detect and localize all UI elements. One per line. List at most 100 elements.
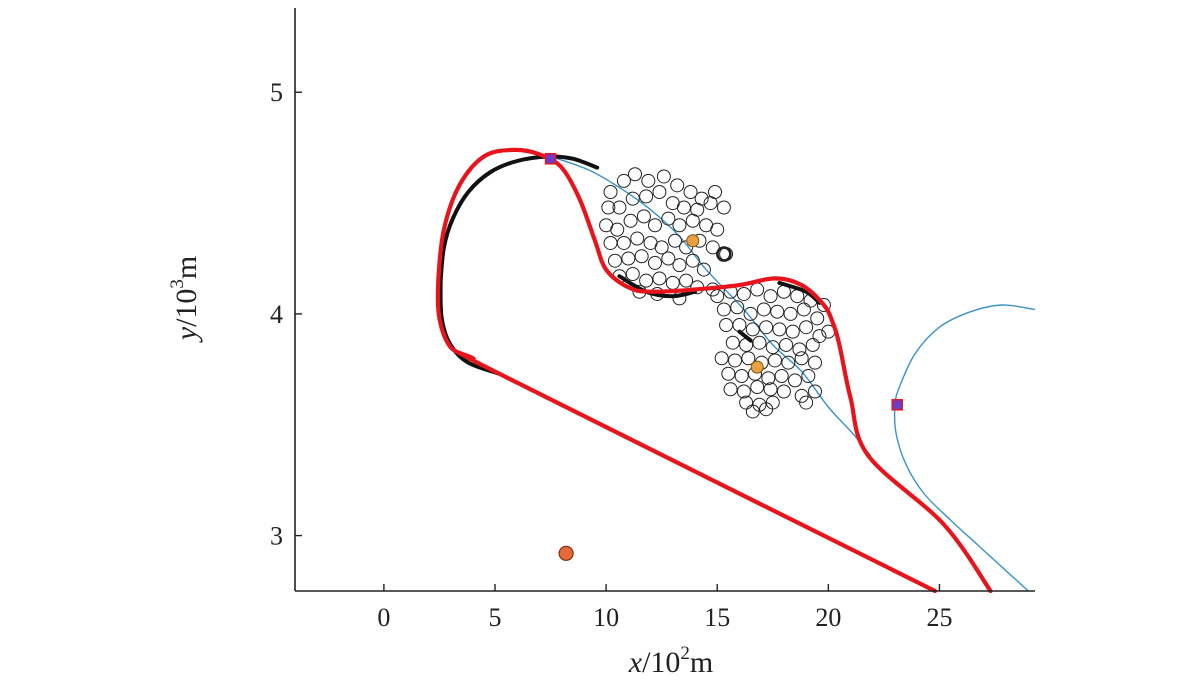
target-point xyxy=(750,380,765,395)
waypoint-marker xyxy=(544,152,557,165)
target-point xyxy=(723,382,738,397)
target-point xyxy=(761,371,776,386)
target-point xyxy=(621,251,636,266)
target-point xyxy=(634,249,649,264)
target-point-bold xyxy=(716,246,732,262)
target-point xyxy=(736,384,751,399)
target-point xyxy=(656,169,671,184)
target-point xyxy=(756,302,771,317)
target-point xyxy=(685,253,700,268)
target-point xyxy=(603,184,618,199)
target-point xyxy=(652,271,667,286)
x-axis-exp: 2 xyxy=(680,643,690,664)
target-point xyxy=(601,200,616,215)
target-point xyxy=(616,173,631,188)
target-point xyxy=(750,282,765,297)
target-point xyxy=(816,298,831,313)
target-point xyxy=(685,213,700,228)
target-point xyxy=(628,167,642,182)
x-axis-label: x/102m xyxy=(628,643,714,679)
arc-segment xyxy=(438,154,600,283)
target-point xyxy=(705,240,720,255)
target-point xyxy=(736,286,751,301)
target-point xyxy=(741,351,756,366)
y-axis-var: y xyxy=(170,326,203,343)
target-point xyxy=(785,324,800,339)
arc-segment xyxy=(777,280,822,305)
x-axis-var: x xyxy=(628,646,643,679)
target-point xyxy=(679,240,694,255)
waypoint-marker xyxy=(891,399,903,411)
y-axis-sep: /10 xyxy=(170,289,203,327)
target-point xyxy=(683,184,698,199)
target-point xyxy=(623,213,638,228)
cluster-center xyxy=(686,234,700,248)
x-tick-label: 15 xyxy=(704,603,730,632)
target-point xyxy=(710,222,725,237)
cluster-center xyxy=(750,360,764,374)
target-point xyxy=(661,211,676,226)
target-point xyxy=(779,337,794,352)
x-tick-label: 5 xyxy=(489,603,502,632)
target-point xyxy=(810,311,825,326)
x-axis-unit: m xyxy=(690,646,713,679)
target-point xyxy=(734,368,749,383)
target-point xyxy=(719,317,734,332)
plot-area xyxy=(435,147,1036,594)
target-point xyxy=(768,353,782,368)
target-point xyxy=(732,317,747,332)
target-point xyxy=(796,302,811,317)
reference-paths xyxy=(550,155,1036,592)
target-point xyxy=(639,273,654,288)
target-point xyxy=(739,395,754,410)
target-point xyxy=(603,235,618,250)
target-point xyxy=(608,253,622,268)
target-point xyxy=(730,300,745,315)
target-point xyxy=(808,384,822,399)
target-point xyxy=(610,222,625,237)
orange-point xyxy=(558,545,574,561)
main-path xyxy=(435,147,993,594)
target-point xyxy=(648,255,662,270)
target-point xyxy=(670,178,685,193)
target-point xyxy=(745,322,760,337)
target-point xyxy=(654,240,669,255)
target-point xyxy=(759,320,774,335)
x-tick-label: 0 xyxy=(377,603,390,632)
target-point xyxy=(639,189,654,204)
target-point xyxy=(648,218,662,233)
axes: 0 5 10 15 20 25 3 4 5 xyxy=(270,8,1035,632)
target-point xyxy=(801,368,816,383)
y-tick-label: 3 xyxy=(270,522,283,551)
target-point xyxy=(799,395,814,410)
target-point xyxy=(630,231,645,246)
target-point xyxy=(616,235,631,250)
target-point xyxy=(668,233,682,248)
target-point xyxy=(716,200,731,215)
target-point xyxy=(625,191,640,206)
target-point xyxy=(661,251,676,266)
y-axis-exp: 3 xyxy=(167,279,188,289)
target-point xyxy=(703,196,718,211)
target-point xyxy=(765,340,780,355)
target-point xyxy=(788,373,802,388)
target-markers xyxy=(599,167,836,419)
target-point xyxy=(676,200,691,215)
target-point xyxy=(772,322,787,337)
x-axis-sep: /10 xyxy=(642,646,680,679)
target-point xyxy=(636,209,651,224)
target-point xyxy=(696,262,711,277)
target-point xyxy=(672,258,687,273)
target-point xyxy=(612,200,627,215)
y-ticks: 3 4 5 xyxy=(270,78,302,551)
target-point xyxy=(716,302,731,317)
y-axis-unit: m xyxy=(170,256,203,279)
target-point xyxy=(774,368,789,383)
x-tick-label: 10 xyxy=(593,603,619,632)
target-point xyxy=(792,342,807,357)
target-point xyxy=(743,306,758,321)
target-point xyxy=(763,382,778,397)
target-point xyxy=(641,173,656,188)
arc-segment xyxy=(737,329,753,343)
